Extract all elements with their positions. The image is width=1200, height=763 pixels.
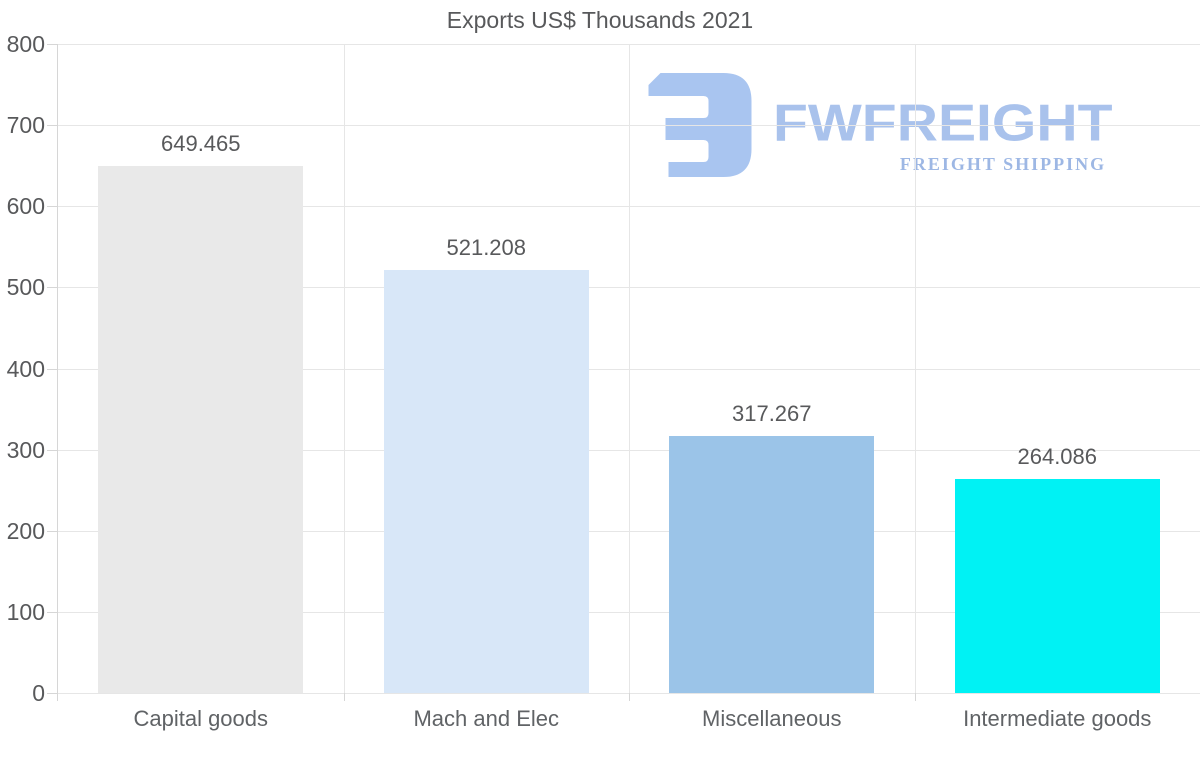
x-axis-category-label: Miscellaneous <box>702 706 842 731</box>
brand-tagline: FREIGHT SHIPPING <box>899 154 1107 174</box>
y-axis-tick <box>47 530 58 532</box>
y-axis-tick <box>47 44 58 45</box>
x-axis-category-label: Intermediate goods <box>963 706 1152 731</box>
x-axis-tick <box>343 693 345 701</box>
y-axis-tick <box>47 206 58 208</box>
bar-value-label: 649.465 <box>160 131 241 157</box>
y-axis-label: 500 <box>6 274 45 301</box>
y-axis-tick <box>47 693 58 694</box>
bar-value-label: 317.267 <box>731 400 812 426</box>
freight-logo-icon <box>648 73 752 177</box>
y-axis-tick <box>47 368 58 370</box>
y-axis-label: 300 <box>6 436 45 463</box>
x-axis-tick <box>629 693 630 701</box>
category-gridline <box>914 44 916 693</box>
y-axis-label: 200 <box>6 517 45 544</box>
y-axis-line <box>57 44 58 701</box>
y-axis-label: 100 <box>6 598 45 625</box>
category-gridline <box>343 44 345 693</box>
x-axis-category-label: Capital goods <box>133 706 269 731</box>
x-axis-category-label: Mach and Elec <box>413 706 560 731</box>
y-axis-label: 800 <box>6 31 45 57</box>
y-axis-label: 0 <box>32 680 45 706</box>
category-gridline <box>629 44 630 693</box>
y-axis-tick <box>47 125 58 127</box>
y-axis-label: 400 <box>6 355 45 382</box>
bar-value-label: 521.208 <box>446 235 527 261</box>
y-axis-label: 600 <box>6 193 45 220</box>
x-axis-tick <box>914 693 916 701</box>
brand-text: FWFREIGHT <box>773 92 1113 152</box>
bar-intermediate-goods <box>954 478 1160 693</box>
bar-miscellaneous <box>669 435 875 693</box>
y-axis-tick <box>47 287 58 289</box>
chart-title: Exports US$ Thousands 2021 <box>446 7 754 33</box>
bar-capital-goods <box>98 166 304 693</box>
y-axis-tick <box>47 611 58 613</box>
y-axis-label: 700 <box>6 112 45 139</box>
bar-mach-and-elec <box>383 270 589 693</box>
bar-value-label: 264.086 <box>1017 443 1098 469</box>
y-axis-tick <box>47 449 58 451</box>
